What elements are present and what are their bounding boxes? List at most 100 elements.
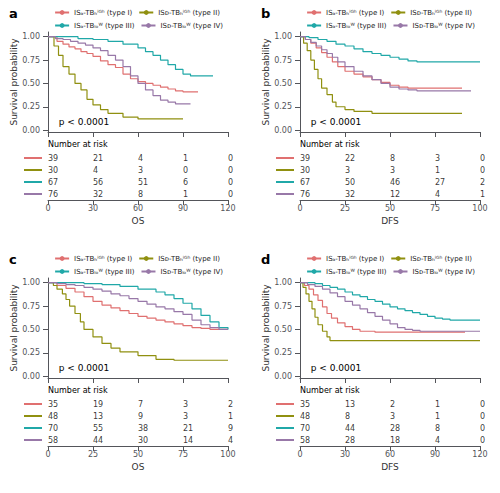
svg-text:0.25: 0.25 [274, 348, 292, 357]
svg-text:50: 50 [133, 450, 143, 459]
svg-text:22: 22 [345, 154, 355, 163]
svg-text:OS: OS [132, 216, 145, 226]
svg-text:60: 60 [385, 450, 395, 459]
svg-text:28: 28 [390, 424, 400, 433]
svg-text:0: 0 [480, 400, 485, 409]
svg-text:3: 3 [138, 166, 143, 175]
svg-text:30: 30 [48, 166, 58, 175]
svg-text:0.00: 0.00 [274, 372, 292, 381]
svg-text:0: 0 [480, 154, 485, 163]
svg-text:p < 0.0001: p < 0.0001 [59, 363, 109, 373]
svg-text:0: 0 [297, 204, 302, 213]
svg-text:Number at risk: Number at risk [300, 140, 360, 149]
svg-text:51: 51 [138, 178, 148, 187]
svg-text:50: 50 [385, 204, 395, 213]
svg-text:13: 13 [345, 400, 355, 409]
svg-text:8: 8 [345, 412, 350, 421]
svg-text:30: 30 [138, 436, 148, 445]
svg-text:0.00: 0.00 [22, 126, 40, 135]
svg-text:0.50: 0.50 [274, 325, 292, 334]
svg-text:1.00: 1.00 [22, 32, 40, 41]
svg-text:0.50: 0.50 [22, 79, 40, 88]
svg-text:44: 44 [345, 424, 355, 433]
svg-text:76: 76 [48, 190, 58, 199]
svg-text:a: a [9, 6, 18, 21]
svg-text:30: 30 [300, 166, 310, 175]
svg-text:0.75: 0.75 [274, 56, 292, 65]
svg-text:ISᴅ-TBₕⁱᴳʰ (type II): ISᴅ-TBₕⁱᴳʰ (type II) [410, 9, 472, 17]
svg-text:18: 18 [390, 436, 400, 445]
svg-text:46: 46 [390, 178, 400, 187]
svg-text:21: 21 [93, 154, 103, 163]
svg-text:b: b [261, 6, 270, 21]
svg-text:60: 60 [133, 204, 143, 213]
svg-text:100: 100 [472, 204, 487, 213]
svg-text:0: 0 [228, 166, 233, 175]
svg-text:4: 4 [228, 436, 233, 445]
svg-text:3: 3 [390, 412, 395, 421]
svg-text:Survival probability: Survival probability [261, 38, 271, 126]
svg-text:50: 50 [345, 178, 355, 187]
svg-text:0.25: 0.25 [22, 102, 40, 111]
svg-text:ISₐ-TBₕⁱᴳʰ (type I): ISₐ-TBₕⁱᴳʰ (type I) [74, 255, 132, 263]
svg-text:0.50: 0.50 [22, 325, 40, 334]
svg-text:0.00: 0.00 [274, 126, 292, 135]
svg-text:2: 2 [480, 178, 485, 187]
svg-text:Survival probability: Survival probability [9, 38, 19, 126]
svg-text:48: 48 [48, 412, 58, 421]
svg-text:90: 90 [178, 204, 188, 213]
svg-text:0: 0 [228, 190, 233, 199]
svg-text:ISₐ-TBₗₒᵂ (type III): ISₐ-TBₗₒᵂ (type III) [326, 268, 387, 276]
svg-text:2: 2 [390, 400, 395, 409]
svg-text:1.00: 1.00 [274, 32, 292, 41]
svg-text:ISₐ-TBₕⁱᴳʰ (type I): ISₐ-TBₕⁱᴳʰ (type I) [326, 255, 384, 263]
svg-text:1.00: 1.00 [274, 278, 292, 287]
svg-text:21: 21 [183, 424, 193, 433]
svg-text:6: 6 [183, 178, 188, 187]
svg-text:30: 30 [88, 204, 98, 213]
svg-text:ISₐ-TBₕⁱᴳʰ (type I): ISₐ-TBₕⁱᴳʰ (type I) [74, 9, 132, 17]
svg-text:27: 27 [435, 178, 445, 187]
svg-text:7: 7 [138, 400, 143, 409]
svg-text:0: 0 [183, 166, 188, 175]
svg-text:13: 13 [93, 412, 103, 421]
svg-text:1: 1 [183, 154, 188, 163]
svg-text:0: 0 [480, 412, 485, 421]
svg-text:12: 12 [390, 190, 400, 199]
svg-text:75: 75 [178, 450, 188, 459]
svg-text:39: 39 [300, 154, 310, 163]
svg-text:0: 0 [480, 166, 485, 175]
svg-text:2: 2 [228, 400, 233, 409]
svg-text:25: 25 [340, 204, 350, 213]
svg-text:0.25: 0.25 [22, 348, 40, 357]
svg-text:38: 38 [138, 424, 148, 433]
svg-text:ISᴅ-TBₕⁱᴳʰ (type II): ISᴅ-TBₕⁱᴳʰ (type II) [410, 255, 472, 263]
svg-text:0.75: 0.75 [22, 302, 40, 311]
svg-text:76: 76 [300, 190, 310, 199]
svg-text:1.00: 1.00 [22, 278, 40, 287]
svg-text:3: 3 [390, 166, 395, 175]
svg-text:1: 1 [183, 190, 188, 199]
svg-text:Number at risk: Number at risk [48, 140, 108, 149]
svg-text:ISₐ-TBₕⁱᴳʰ (type I): ISₐ-TBₕⁱᴳʰ (type I) [326, 9, 384, 17]
svg-text:OS: OS [132, 462, 145, 472]
svg-text:0.75: 0.75 [22, 56, 40, 65]
svg-text:Number at risk: Number at risk [300, 386, 360, 395]
svg-text:9: 9 [138, 412, 143, 421]
svg-text:3: 3 [435, 154, 440, 163]
svg-text:44: 44 [93, 436, 103, 445]
svg-text:1: 1 [435, 400, 440, 409]
svg-text:14: 14 [183, 436, 193, 445]
svg-text:4: 4 [435, 190, 440, 199]
svg-text:32: 32 [93, 190, 103, 199]
svg-text:0: 0 [228, 154, 233, 163]
svg-text:1: 1 [228, 412, 233, 421]
svg-text:Survival probability: Survival probability [9, 284, 19, 372]
svg-text:1: 1 [435, 412, 440, 421]
svg-text:ISᴅ-TBₕⁱᴳʰ (type II): ISᴅ-TBₕⁱᴳʰ (type II) [158, 9, 220, 17]
svg-text:9: 9 [228, 424, 233, 433]
svg-text:0: 0 [228, 178, 233, 187]
svg-text:70: 70 [300, 424, 310, 433]
svg-text:0: 0 [45, 204, 50, 213]
svg-text:56: 56 [93, 178, 103, 187]
